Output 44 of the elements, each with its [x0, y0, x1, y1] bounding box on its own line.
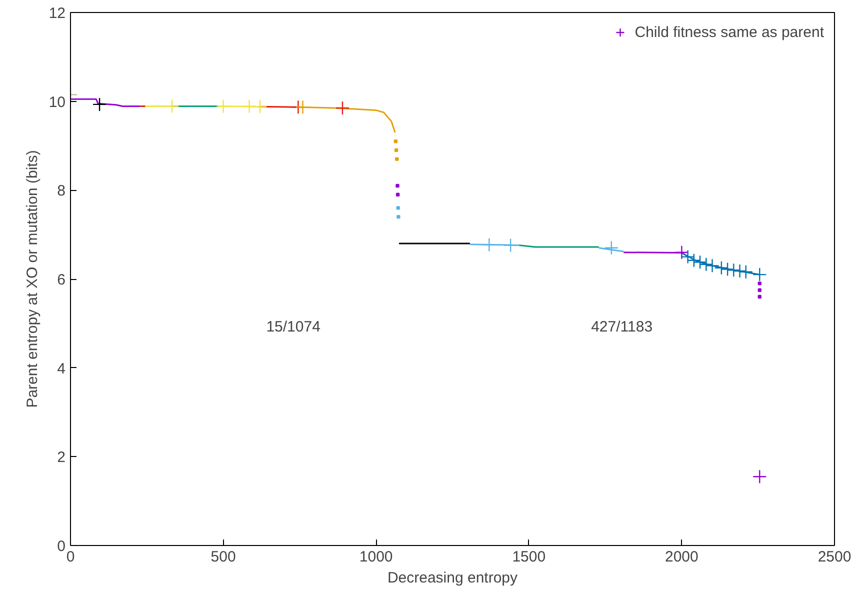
line-series: [70, 98, 141, 107]
y-tick-label: 12: [48, 5, 66, 22]
point: [738, 264, 753, 279]
x-tick-label: 500: [210, 548, 236, 566]
point: [699, 257, 714, 272]
point: [758, 282, 762, 286]
point: [92, 97, 107, 112]
legend-label: Child fitness same as parent: [634, 24, 824, 40]
annotation: 427/1183: [591, 318, 653, 336]
point: [396, 184, 400, 188]
point: [396, 192, 400, 196]
point: [335, 100, 350, 116]
point: [720, 262, 735, 276]
point: [758, 288, 762, 292]
point: [680, 250, 695, 264]
point: [216, 99, 230, 114]
annotation: 15/1074: [266, 318, 320, 336]
y-tick-label: 2: [57, 449, 66, 466]
point: [242, 99, 256, 114]
y-tick-label: 4: [57, 360, 66, 378]
y-tick-label: 0: [57, 538, 66, 555]
point: [726, 263, 741, 278]
point: [705, 258, 720, 273]
point: [396, 206, 400, 210]
x-tick-label: 2500: [818, 548, 852, 566]
point: [394, 139, 398, 144]
point: [396, 214, 400, 219]
point: [394, 148, 398, 152]
point: [714, 260, 729, 275]
point: [395, 157, 399, 161]
point: [752, 267, 767, 282]
point: [692, 255, 708, 270]
y-tick-label: 8: [57, 182, 66, 200]
point: [732, 264, 747, 278]
x-tick-label: 2000: [665, 548, 698, 566]
point: [686, 253, 702, 268]
point: [252, 100, 268, 114]
y-tick-label: 10: [48, 94, 66, 111]
x-axis-title: Decreasing entropy: [387, 570, 518, 586]
point: [758, 294, 762, 299]
x-tick-label: 1000: [359, 548, 393, 566]
y-axis-title: Parent entropy at XO or mutation (bits): [24, 150, 41, 408]
x-tick-label: 1500: [512, 548, 546, 566]
y-tick-label: 6: [57, 272, 66, 288]
